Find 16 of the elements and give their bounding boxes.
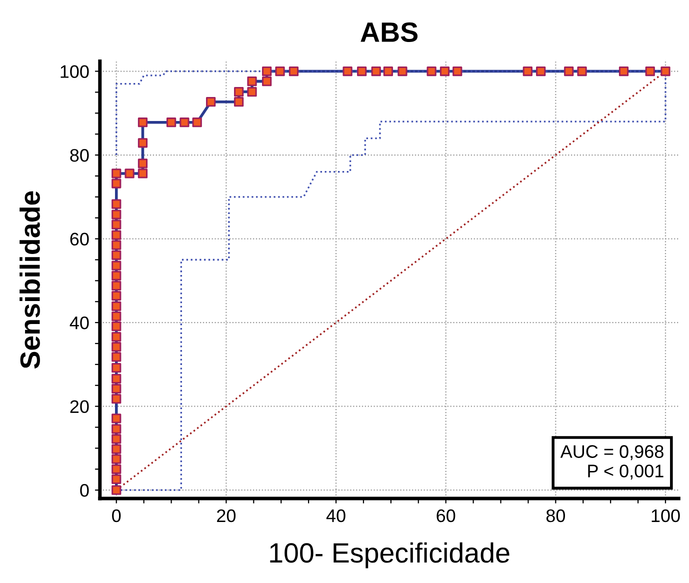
y-tick-label: 80 (70, 148, 89, 162)
annotation: AUC = 0,968 P < 0,001 (560, 445, 664, 480)
chart-title: ABS (360, 22, 418, 42)
x-tick-label: 20 (217, 509, 236, 522)
x-tick-label: 100 (652, 509, 680, 522)
x-tick-label: 40 (326, 509, 346, 522)
y-axis-title: Sensibilidade (20, 191, 40, 369)
x-tick-label: 0 (112, 509, 121, 522)
x-tick-label: 60 (436, 509, 456, 522)
x-axis-title: 100- Especificidade (270, 542, 510, 568)
y-tick-label: 40 (70, 316, 89, 330)
y-tick-label: 60 (70, 232, 89, 246)
y-tick-label: 0 (80, 484, 89, 497)
x-tick-label: 80 (546, 509, 565, 522)
y-tick-label: 20 (70, 400, 89, 414)
y-tick-label: 100 (60, 65, 89, 78)
